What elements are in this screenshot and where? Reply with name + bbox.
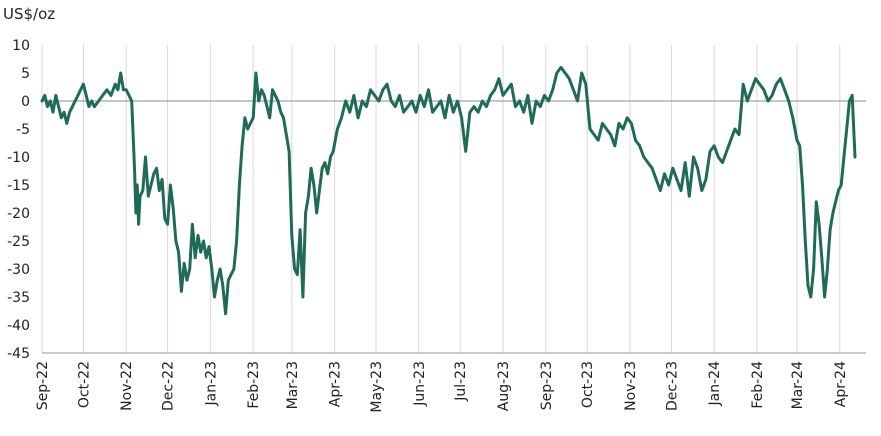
x-tick-label: Jan-23 bbox=[203, 361, 219, 406]
x-tick-label: Jul-23 bbox=[453, 361, 469, 402]
x-tick-label: Dec-23 bbox=[664, 361, 680, 411]
x-tick-label: Oct-23 bbox=[580, 361, 596, 408]
y-tick-label: -35 bbox=[7, 290, 30, 306]
x-tick-label: Dec-22 bbox=[161, 361, 177, 411]
x-tick-label: Apr-23 bbox=[328, 361, 344, 407]
x-tick-label: Jan-24 bbox=[707, 361, 723, 407]
y-tick-label: -45 bbox=[7, 346, 30, 362]
y-tick-label: -20 bbox=[7, 206, 30, 222]
x-tick-label: Feb-23 bbox=[246, 361, 262, 409]
y-tick-label: 10 bbox=[12, 38, 30, 54]
x-tick-label: Sep-22 bbox=[35, 361, 51, 410]
x-tick-label: Oct-22 bbox=[76, 361, 92, 408]
y-tick-label: -25 bbox=[7, 234, 30, 250]
y-tick-label: 0 bbox=[21, 94, 30, 110]
y-tick-label: -5 bbox=[16, 122, 30, 138]
y-tick-label: -40 bbox=[7, 318, 30, 334]
x-tick-label: Aug-23 bbox=[496, 361, 512, 411]
y-tick-label: 5 bbox=[21, 66, 30, 82]
x-tick-label: Nov-23 bbox=[623, 361, 639, 411]
series-line bbox=[40, 65, 857, 316]
x-tick-label: Jun-23 bbox=[412, 361, 428, 407]
y-axis-ticks: 10 5 0 -5 -10 -15 -20 -25 -30 -35 -40 -45 bbox=[7, 38, 30, 362]
x-tick-label: Mar-24 bbox=[790, 361, 806, 409]
x-tick-label: Mar-23 bbox=[285, 361, 301, 409]
x-tick-label: Feb-24 bbox=[750, 361, 766, 409]
y-tick-label: -30 bbox=[7, 262, 30, 278]
vertical-gridlines bbox=[41, 45, 841, 353]
x-tick-label: Apr-24 bbox=[833, 361, 849, 407]
y-tick-label: -15 bbox=[7, 178, 30, 194]
x-axis-ticks: Sep-22 Oct-22 Nov-22 Dec-22 Jan-23 Feb-23 Mar-… bbox=[35, 361, 849, 413]
y-tick-label: -10 bbox=[7, 150, 30, 166]
x-tick-label: Nov-22 bbox=[119, 361, 135, 411]
x-tick-label: Sep-23 bbox=[539, 361, 555, 410]
y-axis-unit-label: US$/oz bbox=[3, 5, 55, 23]
x-tick-label: May-23 bbox=[369, 361, 385, 413]
